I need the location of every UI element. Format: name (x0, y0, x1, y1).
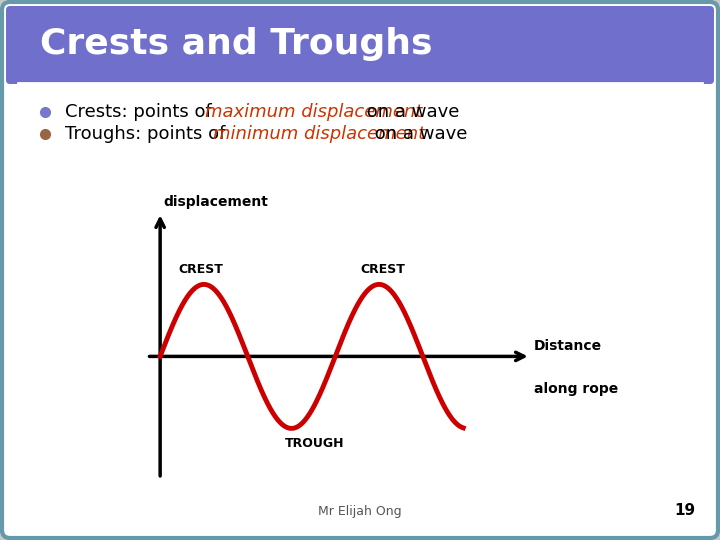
Text: Crests: points of: Crests: points of (65, 103, 217, 121)
Text: on a wave: on a wave (369, 125, 467, 143)
Text: CREST: CREST (360, 263, 405, 276)
Text: on a wave: on a wave (361, 103, 460, 121)
Text: Mr Elijah Ong: Mr Elijah Ong (318, 505, 402, 518)
Text: maximum displacement: maximum displacement (205, 103, 423, 121)
Text: displacement: displacement (163, 195, 269, 209)
Text: 19: 19 (674, 503, 695, 518)
Text: Distance: Distance (534, 339, 602, 353)
Text: Troughs: points of: Troughs: points of (65, 125, 231, 143)
Text: TROUGH: TROUGH (285, 437, 345, 450)
Text: CREST: CREST (178, 263, 223, 276)
Text: Crests and Troughs: Crests and Troughs (40, 27, 433, 61)
Text: minimum displacement: minimum displacement (213, 125, 426, 143)
Text: along rope: along rope (534, 382, 618, 396)
FancyBboxPatch shape (6, 6, 714, 84)
